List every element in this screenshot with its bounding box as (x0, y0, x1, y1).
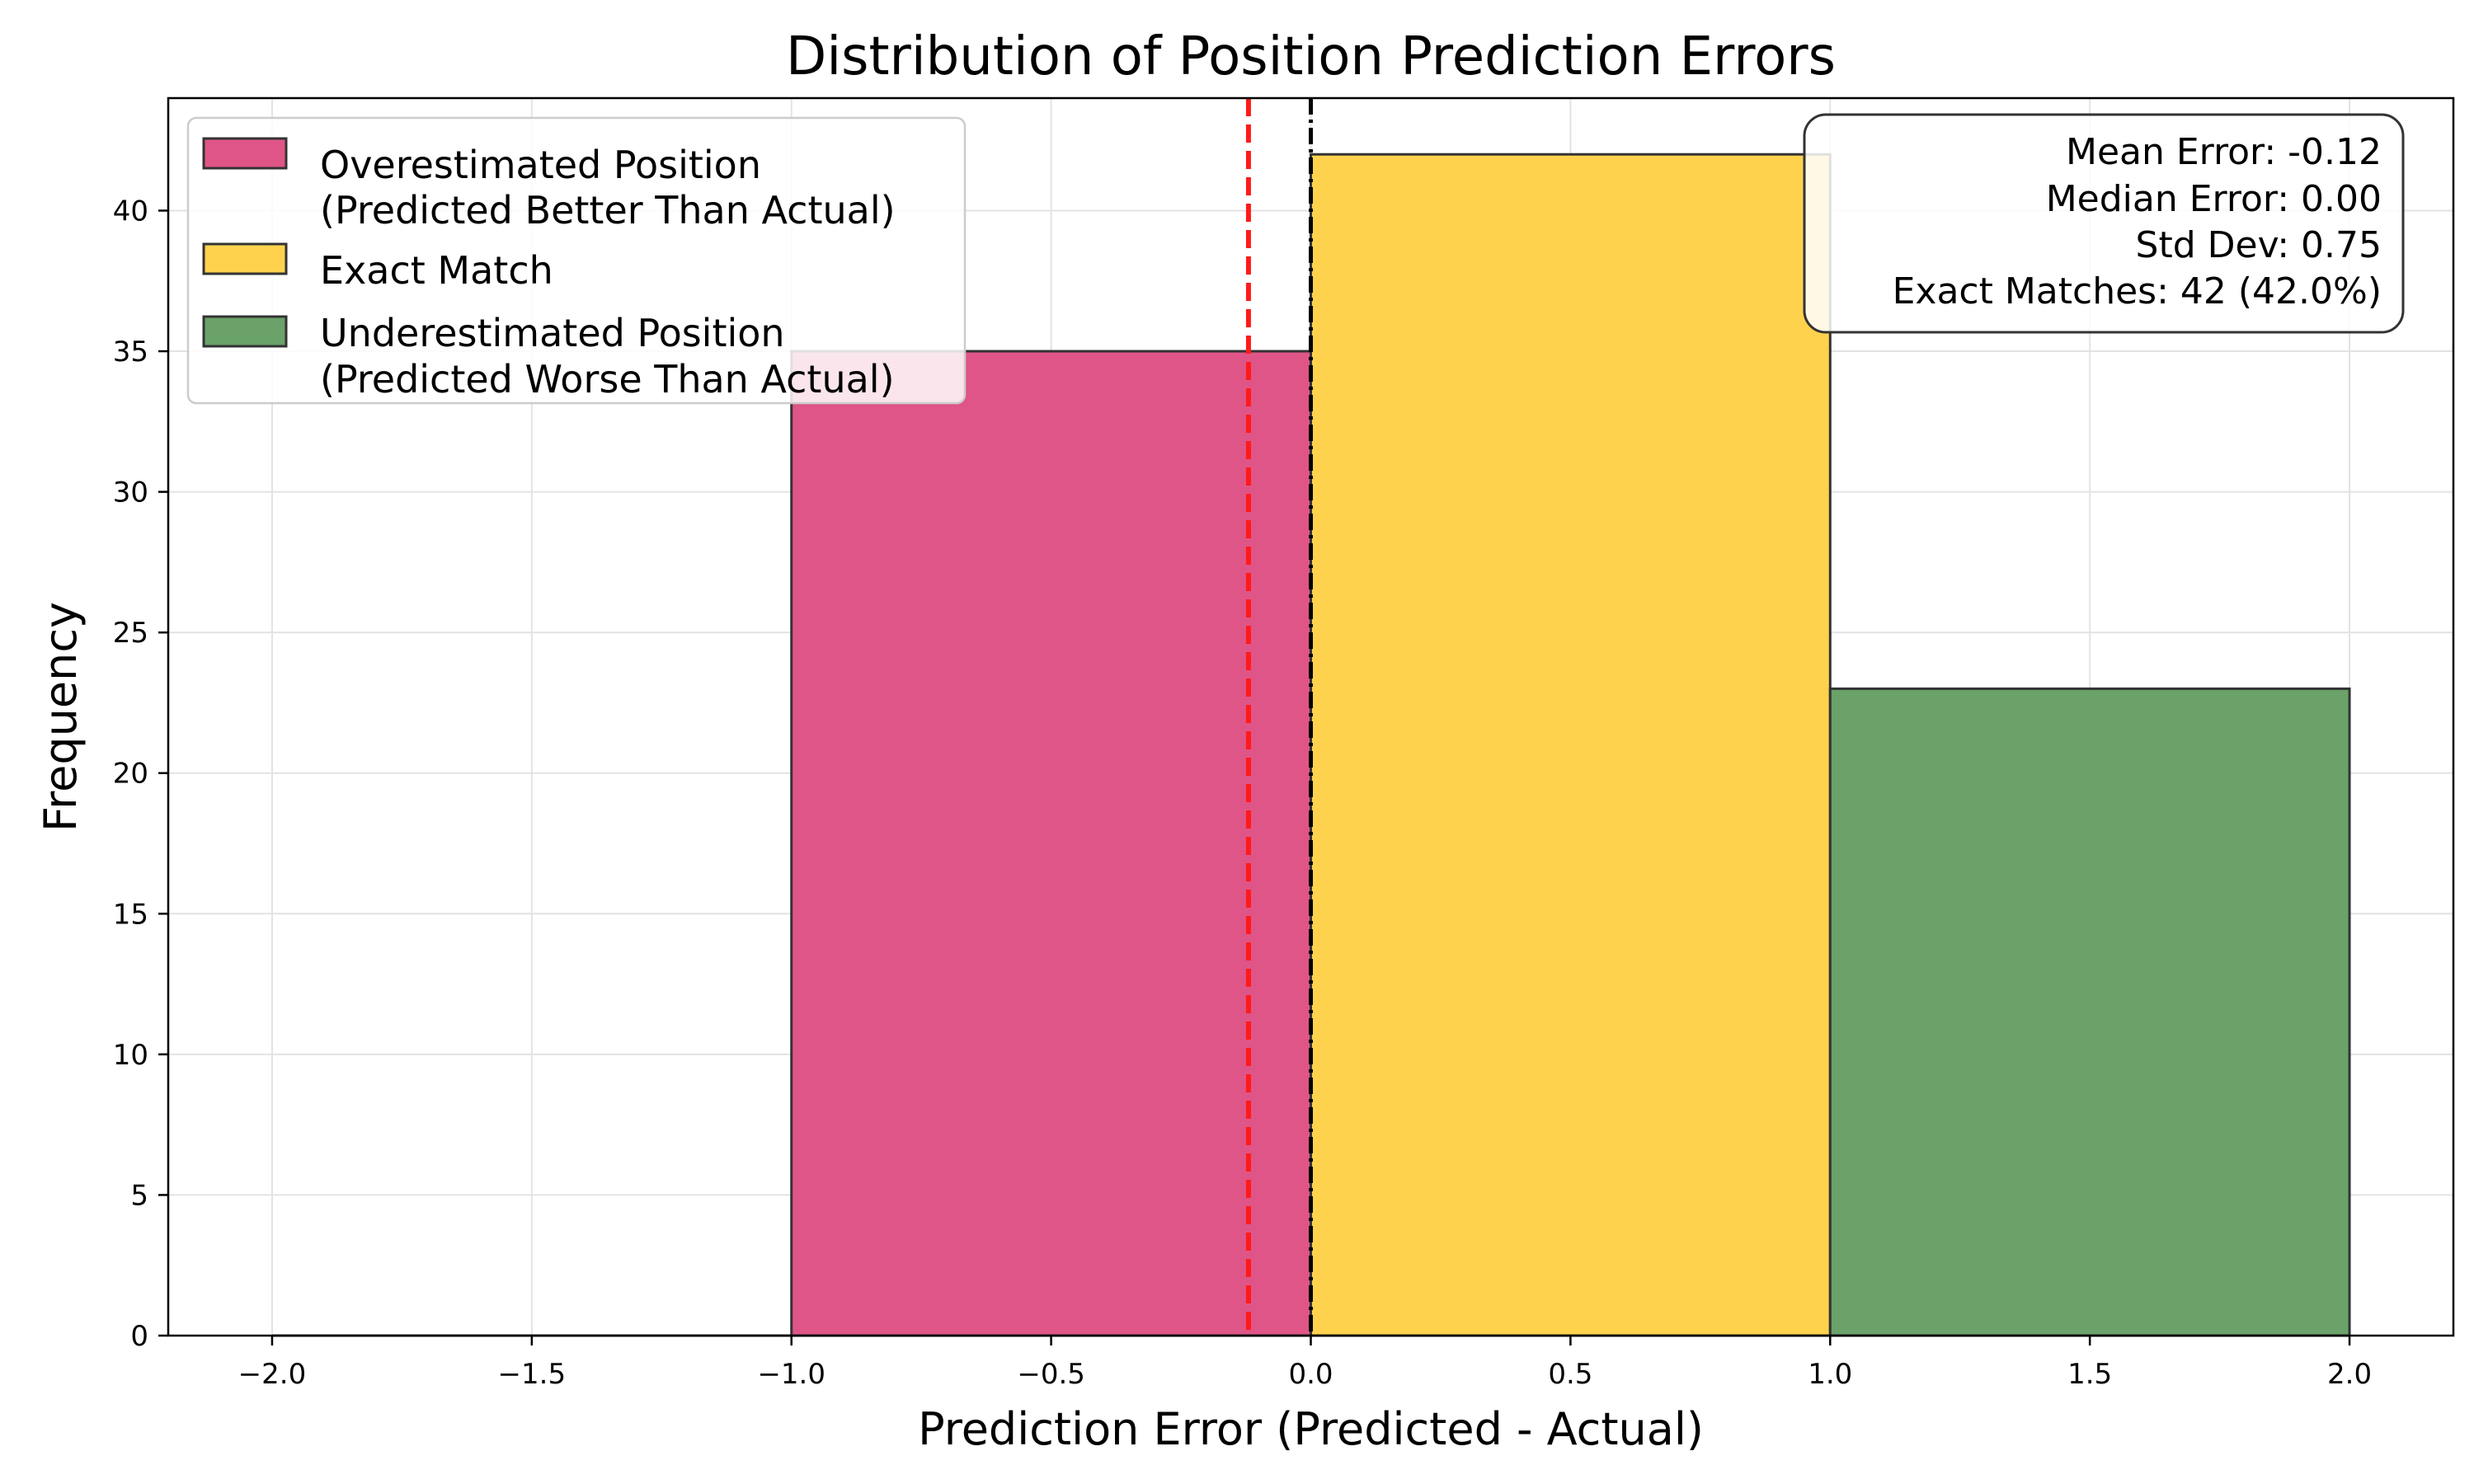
legend-label: Underestimated Position (320, 311, 785, 355)
y-tick-label: 35 (113, 336, 148, 369)
reference-lines (1245, 98, 1313, 1336)
x-tick-label: −0.5 (1017, 1358, 1085, 1391)
y-tick-label: 0 (130, 1320, 148, 1353)
stats-line: Std Dev: 0.75 (2136, 224, 2382, 266)
x-tick-label: −1.0 (757, 1358, 825, 1391)
x-tick-label: 0.5 (1548, 1358, 1592, 1391)
y-tick-label: 20 (113, 758, 148, 791)
y-tick-label: 30 (113, 477, 148, 510)
stats-line: Mean Error: -0.12 (2066, 131, 2382, 173)
x-tick-label: 2.0 (2327, 1358, 2372, 1391)
ticks: −2.0 −1.5 −1.0 −0.5 0.0 0.5 1.0 1.5 2.0 0 5 10 15 20 2… (113, 195, 2372, 1391)
legend-swatch (202, 137, 288, 170)
legend-label: (Predicted Better Than Actual) (320, 188, 896, 232)
bars (271, 153, 2351, 1337)
histogram-bar (1828, 687, 2351, 1337)
y-tick-label: 5 (130, 1179, 148, 1212)
stats-box-frame (1803, 113, 2405, 334)
histogram-bar (790, 350, 1312, 1337)
y-tick-label: 25 (113, 617, 148, 650)
legend: Overestimated Position(Predicted Better … (186, 116, 967, 405)
legend-label: Exact Match (320, 248, 553, 293)
histogram-bar (1310, 153, 1832, 1337)
legend-swatch (202, 315, 288, 348)
stats-line: Exact Matches: 42 (42.0%) (1893, 270, 2382, 312)
x-tick-label: 1.5 (2067, 1358, 2112, 1391)
chart-title: Distribution of Position Prediction Erro… (786, 26, 1836, 87)
legend-frame (186, 116, 967, 405)
x-tick-label: 1.0 (1808, 1358, 1852, 1391)
legend-label: Overestimated Position (320, 143, 761, 187)
stats-line: Median Error: 0.00 (2046, 178, 2382, 220)
legend-swatch (202, 242, 288, 275)
x-tick-label: 0.0 (1288, 1358, 1333, 1391)
x-tick-label: −1.5 (498, 1358, 567, 1391)
x-tick-label: −2.0 (238, 1358, 307, 1391)
y-tick-label: 15 (113, 898, 148, 931)
y-tick-label: 10 (113, 1039, 148, 1072)
legend-label: (Predicted Worse Than Actual) (320, 357, 895, 402)
x-axis-title: Prediction Error (Predicted - Actual) (918, 1403, 1704, 1455)
y-axis-title: Frequency (35, 602, 87, 832)
y-tick-label: 40 (113, 195, 148, 228)
